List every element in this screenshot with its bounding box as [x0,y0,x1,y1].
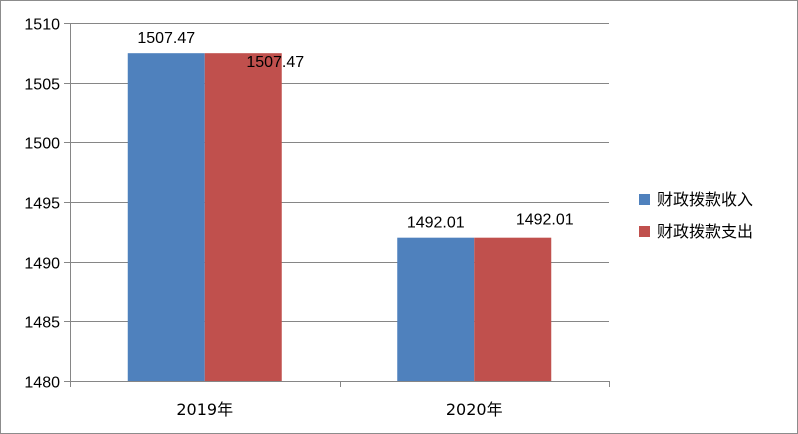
data-label: 1507.47 [137,30,195,47]
legend-label-1: 财政拨款支出 [657,222,753,241]
x-category-label: 2019年 [176,400,233,419]
y-tick-label: 1495 [24,196,60,213]
axes [64,23,610,387]
legend-label-0: 财政拨款收入 [657,190,753,209]
y-tick-label: 1485 [24,315,60,332]
bar-income-1 [397,237,475,381]
data-label: 1507.47 [246,54,304,71]
bar-expense-1 [474,237,552,381]
legend-swatch-1 [639,226,650,237]
y-tick-label: 1510 [24,17,60,34]
y-tick-label: 1480 [24,375,60,392]
bars [127,53,552,381]
bar-income-0 [127,53,205,381]
data-label: 1492.01 [407,215,465,232]
bar-expense-0 [204,53,282,381]
y-tick-label: 1490 [24,256,60,273]
y-tick-label: 1500 [24,136,60,153]
y-tick-label: 1505 [24,77,60,94]
data-label: 1492.01 [516,212,574,229]
legend-swatch-0 [639,194,650,205]
x-category-label: 2020年 [446,400,503,419]
labels: 1480 1485 1490 1495 1500 1505 1510 1507.47 1507.… [24,17,573,420]
